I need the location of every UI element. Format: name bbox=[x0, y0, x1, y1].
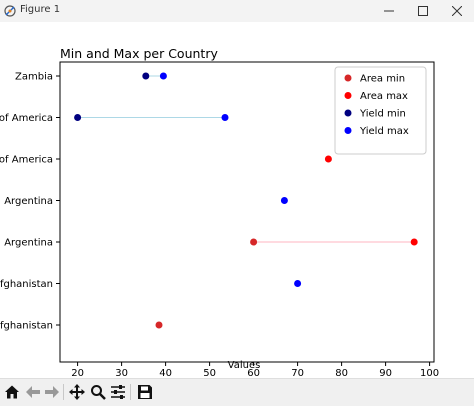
point-series-3-3 bbox=[294, 280, 302, 287]
app-icon bbox=[4, 5, 16, 17]
legend-marker-2 bbox=[344, 109, 352, 117]
minimize-button[interactable] bbox=[372, 0, 406, 22]
point-series-0-1 bbox=[155, 321, 163, 329]
x-tick-label-2: 40 bbox=[159, 368, 172, 377]
x-axis-label: Values bbox=[228, 360, 261, 371]
legend-frame bbox=[334, 66, 427, 155]
point-series-2-0 bbox=[142, 72, 150, 80]
maximize-button[interactable] bbox=[406, 0, 440, 22]
y-tick-label-1: of America bbox=[0, 113, 53, 124]
figure-canvas[interactable]: Zambia of America of America Argentina Argen… bbox=[0, 22, 474, 379]
zoom-icon bbox=[91, 385, 106, 400]
save-button[interactable] bbox=[135, 382, 155, 402]
configure-button[interactable] bbox=[108, 382, 128, 402]
y-tick-label-3: Argentina bbox=[4, 196, 53, 207]
back-icon bbox=[26, 386, 40, 398]
configure-icon bbox=[111, 385, 125, 399]
legend: Area min Area max Yield min Yield max bbox=[334, 66, 427, 155]
save-icon bbox=[138, 385, 152, 399]
x-tick-label-6: 80 bbox=[335, 368, 348, 377]
x-tick-label-3: 50 bbox=[203, 368, 216, 377]
point-series-1-0 bbox=[324, 155, 332, 163]
x-tick-label-7: 90 bbox=[379, 368, 392, 377]
plot-area bbox=[59, 61, 435, 363]
pan-icon bbox=[69, 384, 85, 400]
legend-marker-0 bbox=[344, 74, 352, 82]
close-button[interactable] bbox=[440, 0, 474, 22]
legend-label-2: Yield min bbox=[359, 109, 406, 120]
x-tick-label-1: 30 bbox=[115, 368, 128, 377]
legend-label-3: Yield max bbox=[359, 126, 409, 137]
legend-marker-3 bbox=[344, 127, 352, 134]
y-tick-label-6: fghanistan bbox=[0, 321, 53, 332]
x-tick-label-4: 60 bbox=[247, 368, 260, 377]
x-tick-label-5: 70 bbox=[291, 368, 304, 377]
window-titlebar: Figure 1 bbox=[0, 0, 474, 23]
home-button[interactable] bbox=[2, 382, 22, 402]
toolbar-separator bbox=[130, 384, 131, 400]
y-tick-label-2: of America bbox=[0, 155, 53, 166]
legend-label-1: Area max bbox=[360, 91, 408, 102]
toolbar-separator bbox=[63, 384, 64, 400]
chart-title: Min and Max per Country bbox=[60, 46, 218, 61]
x-tick-label-0: 20 bbox=[71, 368, 84, 377]
navigation-toolbar bbox=[0, 378, 474, 406]
minimize-icon bbox=[384, 10, 394, 12]
point-series-2-1 bbox=[74, 114, 82, 121]
close-icon bbox=[452, 6, 462, 16]
point-series-1-1 bbox=[410, 238, 418, 246]
legend-label-0: Area min bbox=[360, 74, 405, 85]
window-title: Figure 1 bbox=[20, 4, 61, 15]
back-button[interactable] bbox=[23, 382, 43, 402]
pan-button[interactable] bbox=[67, 382, 87, 402]
zoom-button[interactable] bbox=[88, 382, 108, 402]
chart: Zambia of America of America Argentina Argen… bbox=[0, 46, 439, 379]
x-tick-label-8: 100 bbox=[420, 368, 439, 377]
home-icon bbox=[5, 385, 19, 399]
point-series-3-0 bbox=[159, 72, 167, 80]
point-series-0-0 bbox=[250, 238, 258, 246]
forward-button[interactable] bbox=[42, 382, 62, 402]
legend-marker-1 bbox=[344, 92, 352, 99]
maximize-icon bbox=[418, 6, 428, 16]
point-series-3-2 bbox=[280, 197, 288, 204]
forward-icon bbox=[45, 386, 59, 398]
y-tick-label-4: Argentina bbox=[4, 238, 53, 249]
point-series-3-1 bbox=[221, 114, 229, 121]
y-tick-label-0: Zambia bbox=[15, 72, 53, 83]
y-tick-label-5: fghanistan bbox=[0, 279, 53, 290]
